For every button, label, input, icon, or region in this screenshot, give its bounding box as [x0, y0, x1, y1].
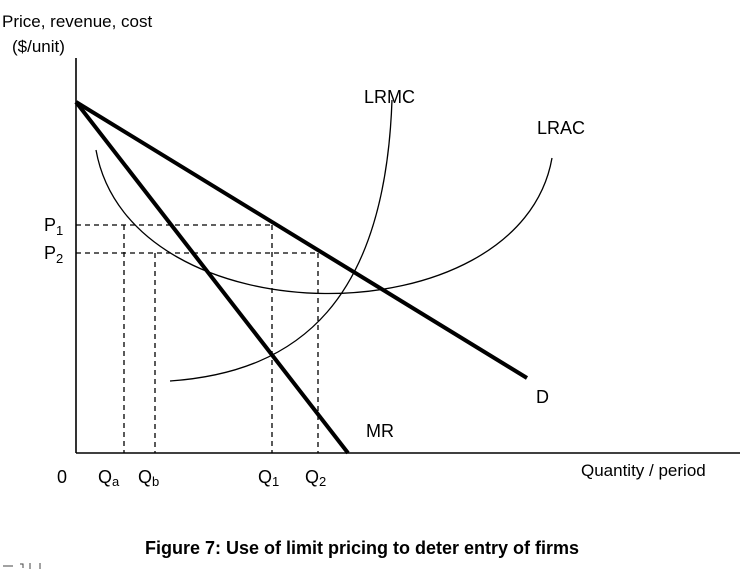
lrac-label: LRAC [537, 118, 585, 138]
guide-lines [76, 224, 319, 453]
demand-label: D [536, 387, 549, 407]
q1-label: Q1 [258, 467, 279, 489]
x-axis-title: Quantity / period [581, 461, 706, 480]
y-axis-title-line1: Price, revenue, cost [2, 12, 153, 31]
cropped-text-fragment [3, 563, 41, 569]
origin-label: 0 [57, 467, 67, 487]
mr-label: MR [366, 421, 394, 441]
figure-caption: Figure 7: Use of limit pricing to deter … [145, 538, 579, 558]
p2-label: P2 [44, 243, 63, 266]
mr-curve [74, 100, 350, 455]
lrmc-label: LRMC [364, 87, 415, 107]
lrac-curve [95, 149, 553, 295]
demand-curve [74, 100, 529, 380]
lrmc-curve [169, 99, 393, 382]
qb-label: Qb [138, 467, 159, 489]
q2-label: Q2 [305, 467, 326, 489]
y-axis-title-line2: ($/unit) [12, 37, 65, 56]
p1-label: P1 [44, 215, 63, 238]
qa-label: Qa [98, 467, 120, 489]
